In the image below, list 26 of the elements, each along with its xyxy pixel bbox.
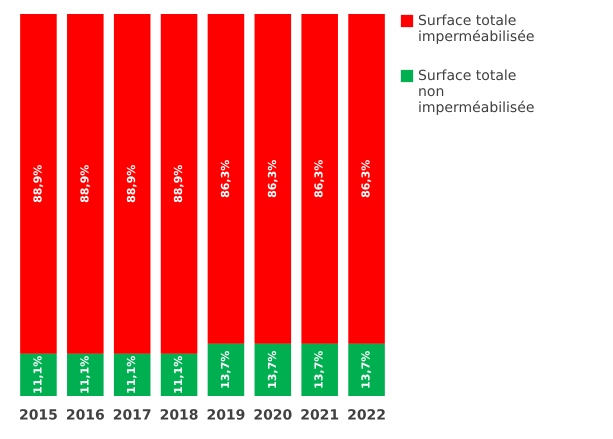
legend-label: Surface totale non imperméabilisée — [418, 68, 534, 116]
data-label: 11,1% — [78, 356, 92, 394]
x-tick-label: 2020 — [253, 408, 293, 424]
x-tick-label: 2018 — [160, 408, 199, 424]
data-label: 86,3% — [266, 160, 279, 198]
x-tick-label: 2022 — [347, 408, 386, 424]
data-label: 88,9% — [125, 164, 138, 203]
x-tick-label: 2019 — [206, 408, 246, 424]
data-label: 86,3% — [218, 160, 232, 198]
data-label: 11,1% — [125, 356, 138, 394]
data-label: 88,9% — [172, 164, 186, 203]
data-label: 13,7% — [218, 350, 232, 389]
data-label: 86,3% — [312, 160, 326, 198]
data-label: 86,3% — [360, 160, 373, 198]
data-label: 13,7% — [360, 350, 373, 389]
x-tick-label: 2016 — [66, 408, 105, 424]
data-label: 11,1% — [172, 356, 186, 394]
legend-label: Surface totale imperméabilisée — [418, 13, 534, 45]
x-tick-label: 2021 — [300, 408, 340, 424]
x-tick-label: 2017 — [112, 408, 152, 424]
data-label: 13,7% — [312, 350, 326, 389]
data-label: 88,9% — [78, 164, 92, 203]
data-label: 11,1% — [31, 356, 44, 394]
data-label: 88,9% — [31, 164, 44, 203]
data-label: 13,7% — [266, 350, 279, 389]
x-tick-label: 2015 — [18, 408, 58, 424]
